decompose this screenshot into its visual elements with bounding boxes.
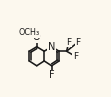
Text: F: F bbox=[73, 52, 78, 61]
Text: OCH₃: OCH₃ bbox=[19, 28, 40, 37]
Text: F: F bbox=[66, 38, 71, 47]
Text: N: N bbox=[48, 42, 55, 52]
Text: O: O bbox=[33, 32, 41, 42]
Text: F: F bbox=[49, 71, 55, 81]
Text: F: F bbox=[75, 38, 80, 47]
